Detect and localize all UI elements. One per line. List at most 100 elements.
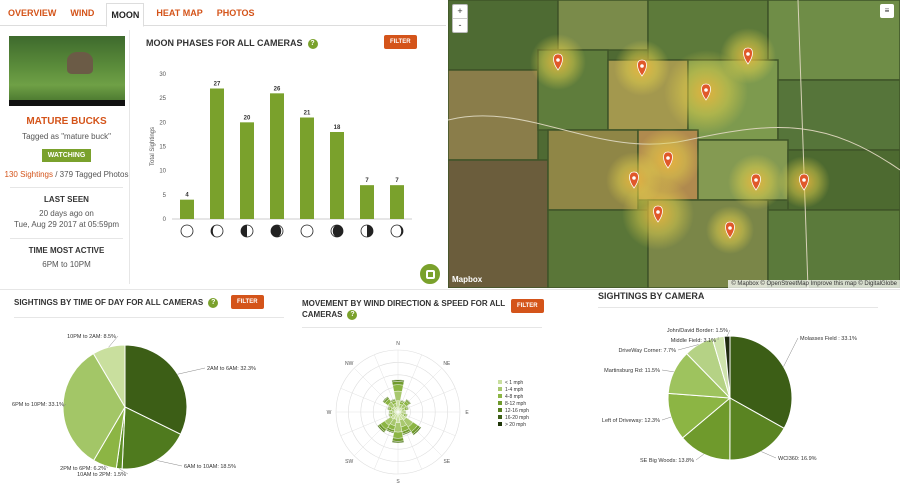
- moon-shadow: [241, 225, 247, 237]
- moon-filter-button[interactable]: FILTER: [384, 35, 417, 49]
- zoom-in-button[interactable]: +: [457, 6, 463, 16]
- moon-shadow: [397, 225, 403, 237]
- label-leader: [783, 337, 799, 367]
- data-label: 18: [334, 125, 341, 131]
- tab-overview[interactable]: OVERVIEW: [8, 7, 57, 18]
- pin-dot: [802, 178, 806, 182]
- pie-slice: [121, 406, 182, 470]
- moon-shadow: [332, 225, 343, 237]
- direction-label: SW: [345, 459, 353, 465]
- camera-pin-icon: [799, 173, 809, 191]
- time-of-day-title-text: SIGHTINGS BY TIME OF DAY FOR ALL CAMERAS: [14, 298, 204, 308]
- camera-pin-icon: [725, 221, 735, 239]
- y-tick-label: 5: [163, 193, 167, 199]
- layers-icon[interactable]: ≡: [880, 4, 894, 18]
- label-leader: [761, 451, 777, 459]
- watching-button[interactable]: WATCHING: [41, 149, 92, 162]
- map-attribution[interactable]: © Mapbox © OpenStreetMap Improve this ma…: [728, 280, 900, 288]
- wind-bar: [377, 424, 386, 433]
- y-tick-label: 15: [159, 145, 166, 151]
- label-leader: [177, 367, 206, 375]
- wind-bar: [392, 431, 404, 439]
- data-label: 27: [214, 82, 221, 88]
- wind-bar: [391, 381, 405, 386]
- moon-phase-chart: Total Sightings 0 5 10 15 20 25 30 4 27 20 26 21 18 7 7: [150, 72, 412, 238]
- bar: [180, 199, 194, 219]
- camera-pin-icon: [743, 47, 753, 65]
- data-label: 20: [244, 115, 251, 121]
- y-tick-label: 25: [159, 96, 166, 102]
- last-seen-date: Tue, Aug 29 2017 at 05:59pm: [13, 220, 120, 229]
- pie-slice: [92, 344, 126, 409]
- pie-slice: [124, 344, 188, 436]
- pin-dot: [640, 64, 644, 68]
- label-leader: [104, 465, 109, 469]
- chat-button[interactable]: [418, 262, 442, 286]
- wind-bar: [392, 384, 404, 392]
- help-icon[interactable]: ?: [347, 309, 358, 320]
- slice-label: Left of Driveway: 12.3%: [602, 418, 660, 424]
- wind-bar: [388, 413, 391, 418]
- time-active-value: 6PM to 10PM: [42, 260, 91, 269]
- bar: [270, 93, 284, 219]
- help-icon[interactable]: ?: [208, 298, 219, 308]
- wind-bar: [412, 426, 422, 436]
- pin-dot: [746, 52, 750, 56]
- legend-swatch: [498, 415, 502, 419]
- chat-icon: [426, 270, 435, 279]
- y-axis-label: Total Sightings: [150, 127, 156, 166]
- tab-bar: OVERVIEW WIND MOON HEAT MAP PHOTOS: [0, 0, 446, 27]
- wind-bar: [382, 396, 389, 403]
- pin-dot: [704, 88, 708, 92]
- direction-label: SE: [443, 459, 450, 465]
- help-icon[interactable]: ?: [307, 38, 318, 49]
- wind-bar: [391, 440, 405, 444]
- y-tick-label: 10: [159, 169, 166, 175]
- wind-title-line1: MOVEMENT BY WIND DIRECTION & SPEED FOR A…: [302, 299, 506, 308]
- profile-tag: Tagged as "mature buck": [22, 132, 111, 141]
- label-leader: [677, 344, 699, 351]
- last-seen-value: 20 days ago on Tue, Aug 29 2017 at 05:59p…: [4, 208, 129, 230]
- pie-slice: [729, 335, 793, 430]
- map-field: [777, 79, 900, 151]
- wind-filter-button[interactable]: FILTER: [511, 299, 544, 313]
- divider: [10, 238, 123, 239]
- sightings-link[interactable]: 130 Sightings: [4, 170, 53, 179]
- label-leader: [726, 329, 731, 337]
- radial-spoke: [397, 411, 456, 436]
- satellite-map[interactable]: [448, 0, 900, 288]
- tab-wind[interactable]: WIND: [70, 7, 95, 18]
- camera-pin-icon: [701, 83, 711, 101]
- slice-label: 2AM to 6AM: 32.3%: [207, 366, 256, 372]
- slice-label: Martinsburg Rd: 11.5%: [604, 368, 660, 374]
- zoom-out-button[interactable]: -: [453, 18, 467, 32]
- data-label: 21: [304, 111, 311, 117]
- map-road: [797, 0, 809, 288]
- time-filter-button[interactable]: FILTER: [231, 295, 264, 309]
- zoom-control: + -: [452, 4, 468, 33]
- divider: [10, 187, 123, 188]
- tab-heat-map[interactable]: HEAT MAP: [156, 7, 203, 18]
- tagged-photos-count: / 379 Tagged Photos: [53, 170, 129, 179]
- legend-swatch: [498, 394, 502, 398]
- label-leader: [156, 460, 183, 467]
- title-underline: [302, 327, 542, 328]
- tab-photos[interactable]: PHOTOS: [216, 7, 255, 18]
- pie-slice: [723, 335, 731, 399]
- wind-bar: [406, 405, 410, 411]
- profile-name[interactable]: MATURE BUCKS: [26, 116, 107, 127]
- heat-map[interactable]: + - ≡ Mapbox © Mapbox © OpenStreetMap Imp…: [448, 0, 900, 288]
- bar: [210, 88, 224, 219]
- camera-pie: Molasses Field : 33.1% WCI360: 16.9% SE Bi…: [602, 328, 857, 464]
- pin-dot: [728, 226, 732, 230]
- direction-label: NE: [443, 361, 451, 367]
- bar: [390, 185, 404, 219]
- tab-moon[interactable]: MOON: [106, 2, 145, 27]
- section-divider: [0, 289, 900, 290]
- legend-swatch: [498, 408, 502, 412]
- moon-shadow: [271, 225, 282, 237]
- slice-label: 2PM to 6PM: 6.2%: [60, 466, 106, 472]
- buck-photo[interactable]: [8, 36, 125, 106]
- wind-bar: [392, 437, 404, 442]
- mapbox-logo: Mapbox: [452, 275, 483, 284]
